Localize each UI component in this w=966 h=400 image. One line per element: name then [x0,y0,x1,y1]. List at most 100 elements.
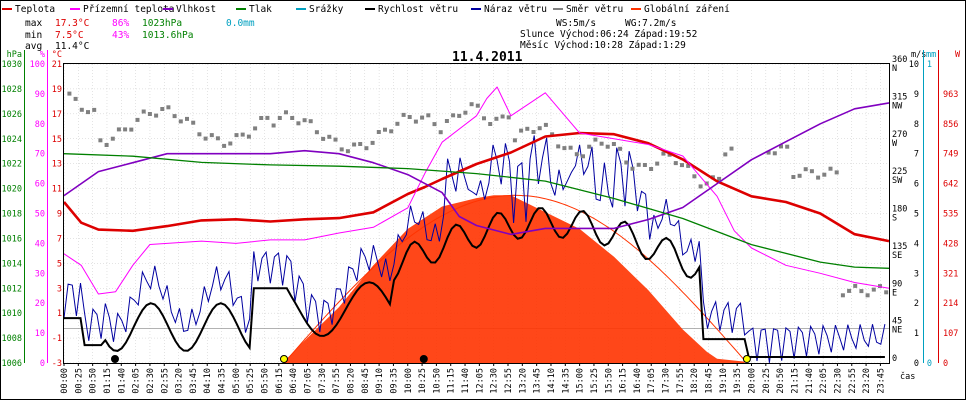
wind-direction-point [154,113,159,118]
x-tick-label: 09:10 [375,368,385,394]
radiation-area [283,194,745,364]
legend-entry: Směr větru [566,4,623,15]
temperature-tick: 7 [57,234,62,244]
temperature-tick: -1 [52,334,62,344]
legend-entry: Rychlost větru [378,4,458,15]
x-tick-label: 00:00 [60,368,70,394]
moon-times: Měsíc Východ:10:28 Západ:1:29 [520,40,686,51]
series-lines [63,86,890,295]
x-tick-label: 07:30 [318,368,328,394]
legend-entry: Teplota [15,4,55,15]
wind-direction-point [667,152,672,157]
x-tick-label: 06:15 [275,368,285,394]
x-tick-label: 20:25 [762,368,772,394]
humidity-tick: 40 [35,239,45,249]
wind-direction-point [296,121,301,126]
wind-direction-point [809,169,814,174]
wind-direction-point [568,145,573,150]
axes: 1030102810261024102210201018101610141012… [2,50,961,394]
wind-direction-point [482,116,486,121]
temperature-tick: 17 [52,110,62,120]
wind-direction-point [797,173,802,178]
wind-direction-point [717,176,722,181]
moonrise-icon [419,355,428,363]
series-line-tlak [63,153,890,269]
x-tick-label: 10:25 [418,368,428,394]
wind-direction-point [871,287,876,292]
radiation-tick: 535 [943,210,958,220]
sun-times: Slunce Východ:06:24 Západ:19:52 [520,29,697,40]
wind-direction-point [525,126,530,131]
legend-entry: Tlak [249,4,272,15]
legend-entry: Přízemní teplota [83,4,175,15]
wind-direction-point [172,114,177,119]
rain-total: 0.0mm [226,18,255,29]
radiation-clear-sky-curve [283,194,745,364]
ws-value: WS:5m/s [556,18,596,29]
humidity-unit: % [40,50,45,60]
x-tick-label: 16:15 [619,368,629,394]
wind-direction-point [859,289,864,294]
wind-speed-tick: 8 [914,120,919,130]
wind-lines [63,135,886,363]
wind-direction-point [123,127,128,132]
gust-line [63,135,886,363]
wind-direction-point [290,116,295,120]
wind-direction-point [828,166,833,171]
radiation-tick: 749 [943,150,958,160]
x-tick-label: 23:45 [876,368,886,394]
series-line-pzemnteplota [63,86,890,295]
wind-speed-tick: 2 [914,299,919,309]
x-tick-label: 00:50 [89,368,99,394]
wind-direction-point [246,134,251,139]
temperature-tick: 9 [57,210,62,220]
temperature-tick: 13 [52,160,62,170]
wind-direction-point [803,167,808,172]
wind-direction-point [284,110,288,115]
direction-label: NE [892,326,902,336]
wind-direction-point [469,102,474,107]
direction-tick: 0 [892,354,897,364]
wind-direction-point [630,166,635,171]
pressure-tick: 1018 [2,210,22,220]
sunset-icon [742,355,751,363]
wind-direction-point [599,141,604,146]
humidity-tick: 10 [35,329,45,339]
max-temp: 17.3°C [55,18,89,29]
pressure-tick: 1026 [2,110,22,120]
wind-direction-point [92,107,97,112]
wind-direction-point [383,127,387,132]
x-tick-label: 00:25 [74,368,84,394]
wind-direction-point [611,142,616,146]
x-tick-label: 12:05 [475,368,485,394]
wind-direction-point [605,144,610,149]
max-label: max [25,18,42,29]
wind-direction-point [191,120,196,125]
direction-tick: 45 [892,317,902,327]
wind-direction-point [178,119,183,124]
wind-direction-point [222,143,227,148]
chart-title: 11.4.2011 [452,50,523,65]
direction-label: E [892,288,897,298]
wind-direction-point [259,116,264,120]
x-tick-label: 07:05 [303,368,313,394]
wind-direction-point [203,136,208,141]
rain-tick: 1 [927,60,932,70]
wind-direction-point [840,293,845,298]
direction-tick: 315 [892,92,907,102]
pressure-tick: 1006 [2,359,22,369]
wind-direction-point [698,184,703,189]
x-tick-label: 22:55 [848,368,858,394]
wind-direction-point [500,114,505,119]
wind-direction-point [661,151,666,156]
radiation-tick: 642 [943,180,958,190]
wind-direction-point [215,136,220,141]
wind-direction-point [494,116,499,121]
x-tick-label: 04:10 [203,368,213,394]
wind-direction-point [822,172,827,177]
temperature-tick: 5 [57,259,62,269]
wind-speed-tick: 1 [914,329,919,339]
wind-direction-point [729,146,734,151]
radiation-tick: 963 [943,90,958,100]
wind-direction-point [642,163,647,167]
